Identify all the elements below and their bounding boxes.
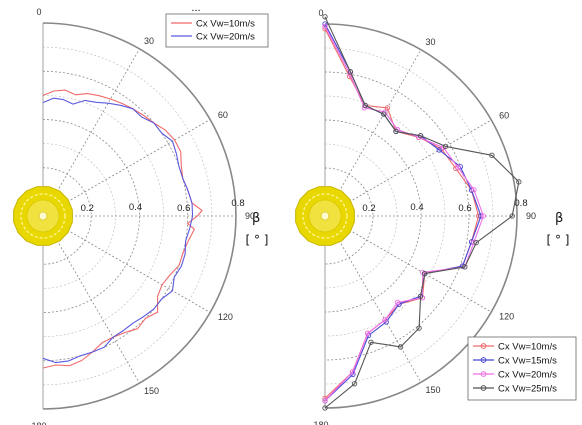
series-point-marker (417, 293, 424, 299)
outer-ring (324, 23, 518, 409)
angular-tick-label: 30 (144, 36, 154, 46)
radial-tick-label: 0.4 (410, 202, 423, 213)
series-line (42, 97, 194, 364)
series-point-marker (509, 213, 515, 219)
series-point-marker (417, 133, 424, 139)
angular-grid-spoke (324, 49, 422, 217)
legend-entry-label: Cx Vw=25m/s (498, 384, 557, 395)
angular-tick-label: 150 (426, 385, 441, 395)
legend-marker (480, 357, 487, 363)
top-ellipsis: ... (191, 2, 200, 14)
angular-grid-spoke (324, 119, 492, 217)
series-point-marker (462, 264, 468, 270)
series-point-marker (422, 270, 428, 277)
radial-tick-label: 0.6 (458, 203, 471, 214)
radial-grid-ring (324, 119, 422, 313)
legend-entry-label: Cx Vw=15m/s (498, 356, 557, 367)
radial-tick-label: 0.2 (362, 203, 375, 214)
series-line (42, 89, 203, 369)
series-point-marker (349, 369, 356, 375)
radial-grid-ring (42, 119, 140, 313)
hub-axle (320, 211, 330, 221)
hub-axle (38, 211, 48, 221)
legend-marker (480, 371, 487, 377)
radial-tick-label: 0.4 (129, 202, 142, 213)
legend-entry-label: Cx Vw=10m/s (196, 19, 255, 30)
axis-unit-degrees: [ ° ] (246, 233, 269, 247)
series-line (324, 16, 520, 409)
angular-tick-label: 30 (426, 37, 436, 47)
series-point-marker (393, 128, 399, 135)
angular-tick-label: 0 (36, 7, 41, 17)
angular-grid-spoke (42, 119, 211, 217)
radial-grid-ring (42, 167, 92, 265)
radial-grid-ring (324, 71, 470, 361)
angular-grid-spoke (42, 215, 140, 384)
series-point-marker (347, 69, 354, 75)
series-point-marker (362, 102, 368, 109)
radial-tick-label: 0.6 (177, 203, 190, 214)
series-point-marker (381, 111, 387, 117)
series-point-marker (368, 339, 374, 345)
angular-tick-label: 180 (31, 421, 46, 425)
series-point-marker (473, 240, 479, 246)
series-point-marker (382, 317, 388, 323)
series-point-marker (455, 164, 461, 171)
angular-tick-label: 120 (218, 312, 233, 322)
series-point-marker (416, 325, 422, 331)
axis-unit-degrees: [ ° ] (547, 233, 570, 247)
angular-tick-label: 0 (318, 8, 323, 18)
angular-grid-spoke (324, 215, 422, 383)
angular-tick-label: 150 (144, 386, 159, 396)
yellow-gear-hub-icon (295, 186, 355, 246)
legend-entry-label: Cx Vw=10m/s (498, 342, 557, 353)
legend-marker (480, 385, 487, 391)
angular-tick-label: 60 (218, 110, 228, 120)
series-point-marker (489, 152, 495, 158)
radial-tick-label: 0.8 (231, 198, 244, 209)
radial-tick-label: 0.8 (514, 198, 527, 209)
polar-plot-left: 0 30 60 90 120 150 180 0.2 0.4 0.6 0.8 β [ ° ] Cx Vw=… (13, 7, 269, 425)
angular-grid-spoke (42, 215, 211, 313)
series-point-marker (322, 398, 328, 404)
series-point-marker (384, 105, 391, 111)
series-point-marker (322, 405, 328, 411)
angular-tick-label: 120 (499, 312, 514, 322)
series-point-marker (322, 21, 328, 27)
series-point-marker (322, 14, 328, 20)
axis-title-beta: β (555, 211, 563, 226)
legend-marker (480, 343, 487, 349)
legend-box (467, 336, 577, 401)
angular-grid-spoke (42, 48, 140, 217)
polar-plot-right: 0 30 60 90 120 150 180 0.2 0.4 0.6 0.8 β [ ° ] Cx Vw=… (295, 8, 577, 425)
angular-tick-label: 180 (313, 420, 328, 425)
legend-entry-label: Cx Vw=20m/s (196, 32, 255, 43)
series-point-marker (365, 330, 371, 336)
radial-grid-ring (324, 167, 374, 265)
series-point-marker (471, 187, 477, 193)
angular-tick-label: 90 (526, 211, 536, 221)
angular-grid-spoke (324, 215, 492, 313)
radial-grid-ring (42, 70, 189, 362)
series-point-marker (516, 179, 522, 185)
legend-entry-label: Cx Vw=20m/s (498, 370, 557, 381)
series-point-marker (436, 147, 442, 153)
radial-tick-label: 0.2 (81, 203, 94, 214)
series-point-marker (397, 344, 404, 350)
series-point-marker (351, 381, 358, 387)
series-point-marker (442, 143, 449, 150)
series-point-marker (394, 299, 401, 306)
hub-inner-ring (20, 193, 66, 239)
legend-box (165, 13, 269, 48)
axis-title-beta: β (252, 211, 260, 226)
minor-grid-ring (324, 47, 494, 385)
yellow-gear-hub-icon (13, 186, 73, 246)
angular-tick-label: 90 (245, 211, 255, 221)
hub-inner-ring (302, 193, 348, 239)
series-point-marker (480, 213, 487, 219)
angular-tick-label: 60 (499, 111, 509, 121)
series-point-marker (322, 23, 328, 30)
